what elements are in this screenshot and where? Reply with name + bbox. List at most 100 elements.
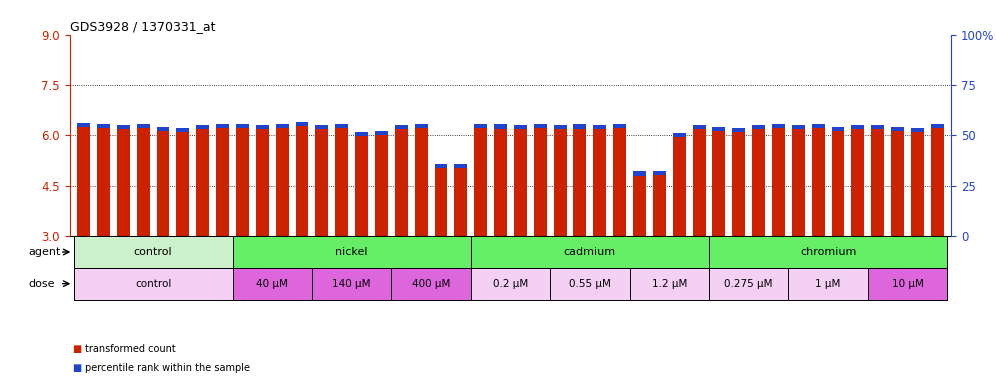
Bar [77, 127, 90, 236]
Bar [256, 125, 269, 129]
FancyBboxPatch shape [471, 268, 550, 300]
Bar [594, 129, 607, 236]
Text: 40 μM: 40 μM [256, 279, 288, 289]
Bar [296, 122, 309, 126]
Bar [852, 125, 865, 129]
FancyBboxPatch shape [74, 268, 232, 300]
Bar [156, 127, 169, 131]
Bar [216, 124, 229, 128]
Bar [812, 124, 825, 128]
Bar [554, 129, 567, 236]
Bar [633, 171, 646, 176]
Bar [852, 129, 865, 236]
Bar [136, 128, 149, 236]
Bar [97, 124, 110, 128]
Bar [653, 175, 665, 236]
FancyBboxPatch shape [629, 268, 709, 300]
Bar [931, 124, 944, 128]
Bar [712, 127, 725, 131]
Bar [454, 168, 467, 236]
Bar [414, 128, 427, 236]
Bar [336, 128, 349, 236]
Text: chromium: chromium [800, 247, 857, 257]
FancyBboxPatch shape [232, 268, 312, 300]
Bar [832, 127, 845, 131]
Bar [614, 124, 626, 128]
Text: 0.2 μM: 0.2 μM [493, 279, 528, 289]
Bar [97, 128, 110, 236]
Bar [534, 124, 547, 128]
Bar [276, 124, 289, 128]
Bar [732, 127, 745, 132]
Bar [812, 128, 825, 236]
Bar [196, 129, 209, 236]
Bar [374, 136, 387, 236]
Text: 0.55 μM: 0.55 μM [569, 279, 611, 289]
Bar [236, 128, 249, 236]
Bar [911, 127, 924, 132]
Bar [394, 129, 407, 236]
Bar [454, 164, 467, 168]
Bar [256, 129, 269, 236]
Text: transformed count: transformed count [85, 344, 175, 354]
Bar [653, 170, 665, 175]
Bar [672, 137, 685, 236]
Bar [594, 125, 607, 129]
FancyBboxPatch shape [312, 268, 391, 300]
Text: agent: agent [28, 247, 61, 257]
Bar [176, 132, 189, 236]
Bar [872, 129, 884, 236]
Text: 10 μM: 10 μM [891, 279, 923, 289]
Text: ■: ■ [72, 344, 81, 354]
Bar [176, 127, 189, 132]
Text: control: control [134, 279, 171, 289]
FancyBboxPatch shape [391, 268, 471, 300]
Bar [772, 128, 785, 236]
Bar [336, 124, 349, 128]
Bar [434, 164, 447, 168]
Bar [574, 124, 587, 129]
Bar [394, 125, 407, 129]
Bar [196, 125, 209, 129]
Bar [832, 131, 845, 236]
Bar [316, 125, 329, 129]
Text: 0.275 μM: 0.275 μM [724, 279, 773, 289]
Bar [891, 131, 904, 236]
Text: 1 μM: 1 μM [816, 279, 841, 289]
FancyBboxPatch shape [868, 268, 947, 300]
Bar [633, 176, 646, 236]
Bar [792, 129, 805, 236]
Bar [614, 128, 626, 236]
Text: 140 μM: 140 μM [333, 279, 371, 289]
Text: dose: dose [28, 279, 55, 289]
Bar [792, 125, 805, 129]
Bar [236, 124, 249, 128]
Text: 400 μM: 400 μM [412, 279, 450, 289]
Bar [117, 125, 129, 129]
FancyBboxPatch shape [550, 268, 629, 300]
Text: nickel: nickel [336, 247, 368, 257]
Bar [414, 124, 427, 128]
FancyBboxPatch shape [789, 268, 868, 300]
Bar [931, 128, 944, 236]
Bar [514, 125, 527, 129]
Bar [872, 125, 884, 129]
Text: GDS3928 / 1370331_at: GDS3928 / 1370331_at [70, 20, 215, 33]
Bar [672, 133, 685, 137]
Bar [156, 131, 169, 236]
Bar [692, 129, 705, 236]
Text: control: control [133, 247, 172, 257]
Bar [514, 129, 527, 236]
Bar [574, 129, 587, 236]
Text: 1.2 μM: 1.2 μM [651, 279, 687, 289]
Bar [712, 131, 725, 236]
FancyBboxPatch shape [74, 236, 232, 268]
Bar [911, 132, 924, 236]
Text: percentile rank within the sample: percentile rank within the sample [85, 363, 250, 373]
FancyBboxPatch shape [232, 236, 471, 268]
Bar [534, 128, 547, 236]
Bar [772, 124, 785, 128]
Bar [77, 122, 90, 127]
Bar [316, 129, 329, 236]
FancyBboxPatch shape [709, 236, 947, 268]
